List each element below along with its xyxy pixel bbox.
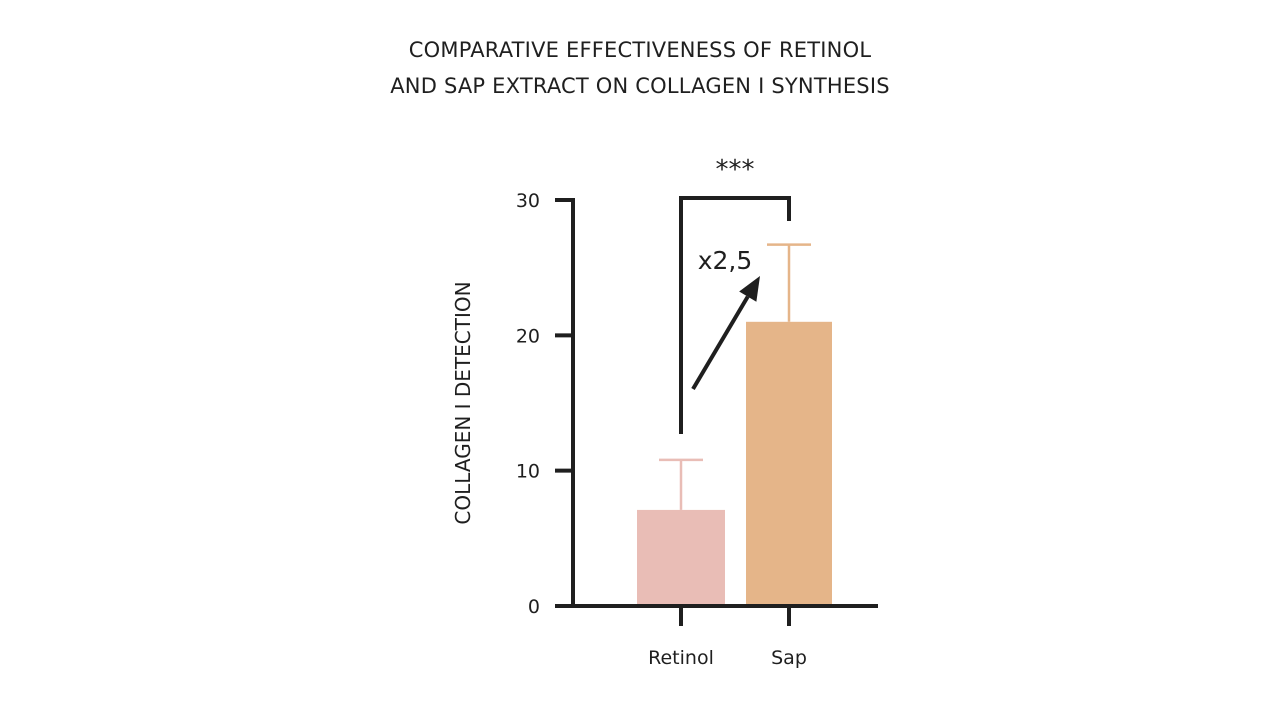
y-axis-label: COLLAGEN I DETECTION — [451, 281, 475, 524]
chart-title-line-2: AND SAP EXTRACT ON COLLAGEN I SYNTHESIS — [390, 74, 890, 98]
x-tick-label-sap: Sap — [771, 647, 807, 669]
bar-sap — [746, 321, 832, 604]
y-ticks: 0 10 20 30 — [516, 190, 573, 618]
x-tick-label-retinol: Retinol — [648, 647, 714, 669]
x-ticks: Retinol Sap — [648, 606, 807, 669]
y-tick-label: 10 — [516, 461, 540, 483]
fold-change-arrow — [691, 295, 750, 391]
error-bars-layer — [659, 243, 811, 510]
significance-stars: *** — [716, 155, 755, 185]
y-tick-label: 30 — [516, 190, 540, 212]
bar-retinol — [637, 509, 725, 604]
significance-bracket — [679, 196, 791, 434]
fold-change-label: x2,5 — [698, 246, 753, 275]
fold-change-arrow-head — [739, 276, 760, 302]
y-tick-label: 20 — [516, 325, 540, 347]
chart-title-line-1: COMPARATIVE EFFECTIVENESS OF RETINOL — [408, 38, 872, 62]
y-tick-label: 0 — [528, 596, 540, 618]
bars-layer — [637, 321, 832, 604]
